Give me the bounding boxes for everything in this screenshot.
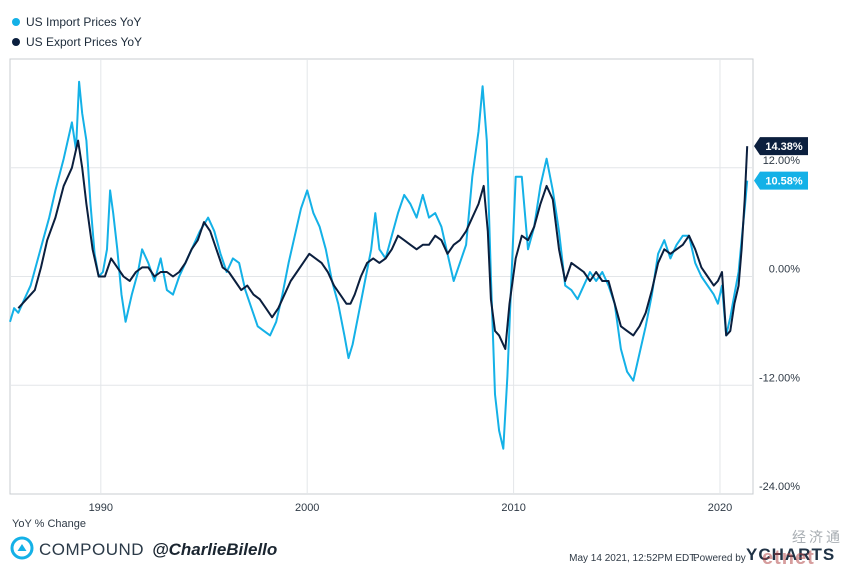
legend-item-export[interactable]: US Export Prices YoY	[12, 32, 142, 52]
import-last-value-badge: 10.58%	[754, 171, 808, 190]
badge-text: 10.58%	[765, 176, 803, 188]
import-prices-line	[9, 80, 749, 450]
x-tick-label: 2000	[295, 502, 319, 514]
x-tick-label: 2020	[708, 502, 732, 514]
y-axis-label: YoY % Change	[12, 518, 87, 530]
x-tick-label: 2010	[501, 502, 525, 514]
legend-label-export: US Export Prices YoY	[26, 35, 143, 49]
badge-text: 14.38%	[765, 141, 803, 153]
badge-shape	[754, 171, 808, 190]
twitter-handle: @CharlieBilello	[152, 540, 278, 559]
series-lines	[9, 80, 749, 450]
export-last-value-badge: 14.38%	[754, 137, 808, 156]
x-axis-ticks: 1990 2000 2010 2020	[89, 502, 733, 514]
compound-logo-icon	[10, 536, 34, 565]
compound-wordmark: COMPOUND	[39, 540, 145, 559]
y-tick-label: 12.00%	[763, 155, 801, 167]
legend-dot-import	[12, 18, 20, 26]
powered-by-text: Powered by	[693, 553, 746, 564]
y-tick-label: -24.00%	[759, 481, 800, 493]
badge-shape	[754, 137, 808, 156]
legend: US Import Prices YoY US Export Prices Yo…	[12, 12, 142, 52]
x-tick-label: 1990	[89, 502, 113, 514]
timestamp-footer: May 14 2021, 12:52PM EDT.	[569, 553, 697, 564]
last-value-labels: 10.58% 14.38%	[754, 137, 808, 190]
watermark-text: 经济通	[792, 529, 843, 545]
ycharts-logo[interactable]: YCHARTS	[746, 545, 836, 564]
watermark-sub: etnet	[762, 547, 815, 569]
export-prices-line	[17, 139, 749, 350]
legend-label-import: US Import Prices YoY	[26, 15, 142, 29]
etnet-watermark: 经济通 etnet	[762, 527, 843, 570]
legend-dot-export	[12, 38, 20, 46]
grid	[10, 59, 753, 494]
y-tick-label: 0.00%	[769, 264, 800, 276]
y-tick-label: -12.00%	[759, 372, 800, 384]
compound-brand: COMPOUND @CharlieBilello	[10, 536, 278, 565]
timestamp: May 14 2021, 12:52PM EDT.	[569, 553, 697, 564]
y-axis-ticks: 12.00% 0.00% -12.00% -24.00%	[759, 155, 800, 493]
legend-item-import[interactable]: US Import Prices YoY	[12, 12, 142, 32]
